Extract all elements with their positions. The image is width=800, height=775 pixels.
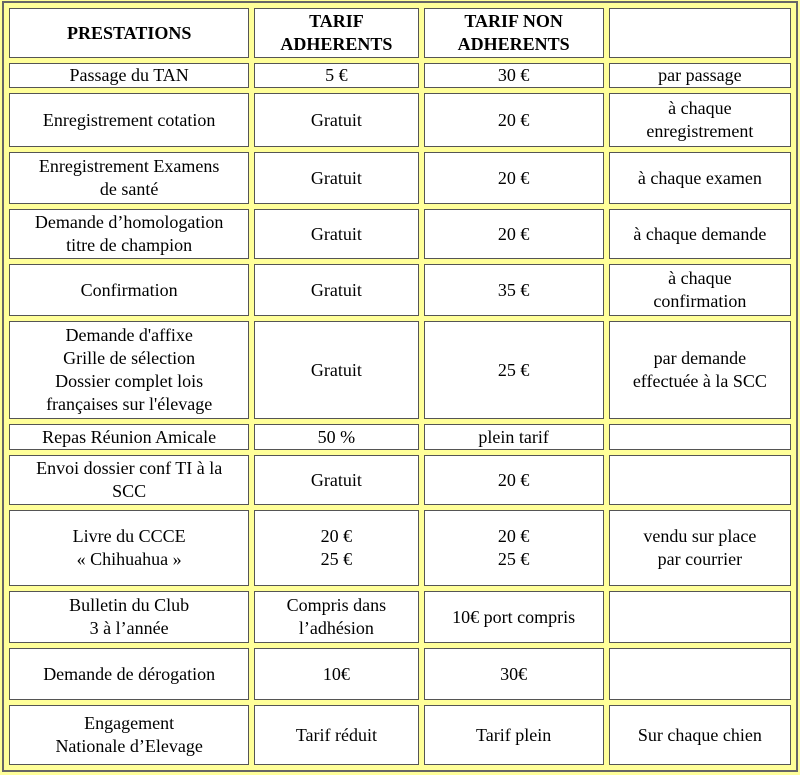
table-cell: plein tarif [423,424,604,450]
table-cell: Enregistrement cotation [9,93,250,147]
table-row: Bulletin du Club 3 à l’année Compris dans… [9,591,791,643]
table-cell: par passage [608,63,791,88]
table-cell: Tarif réduit [254,705,419,765]
table-row: Envoi dossier conf TI à la SCC Gratuit 20 … [9,455,791,505]
table-row: Demande d'affixe Grille de sélection Dos… [9,321,791,419]
table-cell: Repas Réunion Amicale [9,424,250,450]
table-row: Livre du CCCE « Chihuahua » 20 € 25 €20 €… [9,510,791,586]
table-cell: Envoi dossier conf TI à la SCC [9,455,250,505]
table-cell [608,424,791,450]
header-cell [608,8,791,58]
table-cell [608,648,791,700]
table-cell: Demande d’homologation titre de champion [9,209,250,259]
table-cell: à chaque enregistrement [608,93,791,147]
table-cell [608,455,791,505]
table-cell: 20 € [423,93,604,147]
header-cell: TARIF NON ADHERENTS [423,8,604,58]
table-cell: Gratuit [254,264,419,316]
table-cell: 30€ [423,648,604,700]
table-cell: 20 € [423,209,604,259]
table-cell: Passage du TAN [9,63,250,88]
table-row: Confirmation Gratuit 35 € à chaque confirma… [9,264,791,316]
table-cell: Gratuit [254,93,419,147]
table-cell: à chaque demande [608,209,791,259]
table-row: Enregistrement cotation Gratuit 20 € à chaq… [9,93,791,147]
table-cell: à chaque examen [608,152,791,204]
table-cell: 20 € 25 € [254,510,419,586]
table-body: Passage du TAN 5 €30 € par passage Enregist… [9,63,791,765]
table-cell: 35 € [423,264,604,316]
table-cell: Compris dans l’adhésion [254,591,419,643]
table-cell: Engagement Nationale d’Elevage [9,705,250,765]
table-row: Demande de dérogation 10€ 30€ [9,648,791,700]
table-cell: Confirmation [9,264,250,316]
header-cell: TARIF ADHERENTS [254,8,419,58]
table-cell: Enregistrement Examens de santé [9,152,250,204]
table-cell: 20 € 25 € [423,510,604,586]
table-row: Enregistrement Examens de santé Gratuit 20… [9,152,791,204]
table-cell: Sur chaque chien [608,705,791,765]
table-cell: 10€ [254,648,419,700]
table-cell: Gratuit [254,321,419,419]
table-cell: 25 € [423,321,604,419]
table-cell: Gratuit [254,152,419,204]
table-cell [608,591,791,643]
table-cell: 20 € [423,455,604,505]
table-cell: 5 € [254,63,419,88]
table-cell: à chaque confirmation [608,264,791,316]
table-cell: 10€ port compris [423,591,604,643]
table-cell: par demande effectuée à la SCC [608,321,791,419]
table-cell: Tarif plein [423,705,604,765]
table-row: Passage du TAN 5 €30 € par passage [9,63,791,88]
table-cell: 30 € [423,63,604,88]
table-row: Engagement Nationale d’Elevage Tarif rédu… [9,705,791,765]
header-cell: PRESTATIONS [9,8,250,58]
table-cell: 50 % [254,424,419,450]
table-cell: Bulletin du Club 3 à l’année [9,591,250,643]
header-row: PRESTATIONS TARIF ADHERENTS TARIF NON ADHE… [9,8,791,58]
table-cell: vendu sur place par courrier [608,510,791,586]
table-row: Repas Réunion Amicale 50 % plein tarif [9,424,791,450]
table-cell: Livre du CCCE « Chihuahua » [9,510,250,586]
table-cell: Gratuit [254,209,419,259]
table-header: PRESTATIONS TARIF ADHERENTS TARIF NON ADHE… [9,8,791,58]
table-cell: Demande d'affixe Grille de sélection Dos… [9,321,250,419]
table-row: Demande d’homologation titre de champion… [9,209,791,259]
table-cell: Gratuit [254,455,419,505]
table-cell: 20 € [423,152,604,204]
table-cell: Demande de dérogation [9,648,250,700]
